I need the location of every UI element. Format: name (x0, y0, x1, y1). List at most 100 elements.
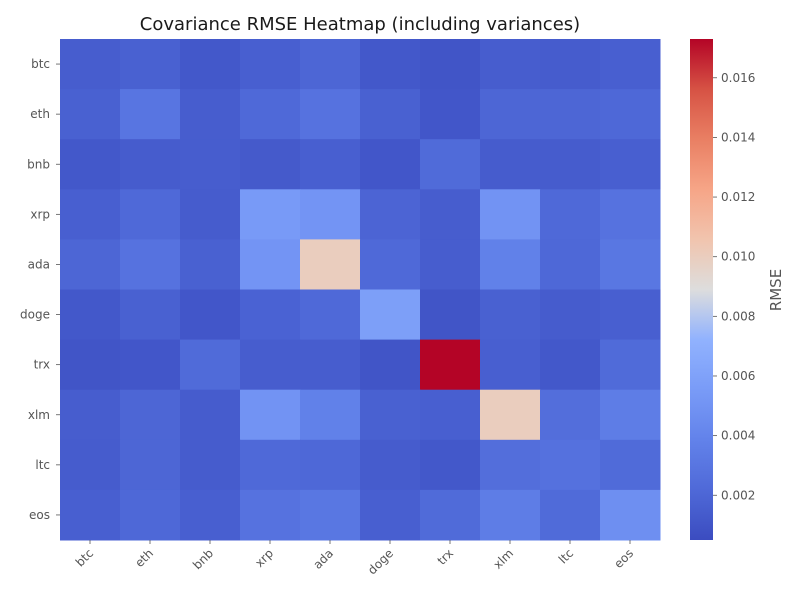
heatmap-cell-doge-btc (60, 289, 121, 341)
colorbar-tick-label: 0.014 (721, 130, 755, 144)
heatmap-cell-xrp-doge (360, 189, 421, 240)
heatmap-cell-trx-eos (600, 339, 661, 391)
heatmap-cell-eos-ada (300, 489, 361, 541)
row-tick-label: ada (28, 257, 50, 271)
heatmap-cell-btc-xrp (240, 39, 301, 90)
heatmap-cell-trx-bnb (180, 339, 241, 391)
heatmap-cell-ltc-trx (420, 439, 481, 491)
heatmap-cell-xrp-eth (120, 189, 181, 240)
colorbar-tick-label: 0.004 (721, 429, 755, 443)
heatmap-cells (60, 39, 661, 541)
heatmap-cell-doge-ada (300, 289, 361, 341)
heatmap-cell-ada-ltc (540, 239, 601, 290)
colorbar-ticks: 0.002 0.004 0.006 0.008 0.010 0.012 0.014 0.016 (713, 71, 755, 502)
heatmap-cell-trx-doge (360, 339, 421, 391)
heatmap-cell-ltc-doge (360, 439, 421, 491)
heatmap-cell-xlm-xlm (480, 389, 541, 441)
heatmap-cell-doge-bnb (180, 289, 241, 341)
heatmap-cell-trx-trx (420, 339, 481, 391)
heatmap-cell-eos-eth (120, 489, 181, 541)
chart-title: Covariance RMSE Heatmap (including varia… (140, 14, 580, 35)
heatmap-cell-ada-eos (600, 239, 661, 290)
heatmap-cell-ada-trx (420, 239, 481, 290)
heatmap-cell-trx-xlm (480, 339, 541, 391)
row-tick-label: eos (29, 508, 50, 522)
heatmap-cell-doge-ltc (540, 289, 601, 341)
row-tick-label: bnb (27, 157, 50, 171)
heatmap-cell-eos-bnb (180, 489, 241, 541)
heatmap-cell-ada-btc (60, 239, 121, 290)
heatmap-cell-btc-btc (60, 39, 121, 90)
heatmap-cell-doge-xlm (480, 289, 541, 341)
heatmap-cell-doge-doge (360, 289, 421, 341)
heatmap-cell-eos-trx (420, 489, 481, 541)
heatmap-cell-doge-eth (120, 289, 181, 341)
heatmap-cell-bnb-xrp (240, 139, 301, 190)
heatmap-cell-xrp-bnb (180, 189, 241, 240)
colorbar-tick-label: 0.008 (721, 309, 755, 323)
heatmap-cell-bnb-btc (60, 139, 121, 190)
row-tick-label: trx (34, 358, 50, 372)
colorbar-tick-label: 0.010 (721, 250, 755, 264)
heatmap-cell-eth-eos (600, 89, 661, 140)
heatmap-cell-btc-xlm (480, 39, 541, 90)
heatmap-cell-ltc-xrp (240, 439, 301, 491)
heatmap-cell-xrp-xrp (240, 189, 301, 240)
heatmap-cell-eos-doge (360, 489, 421, 541)
heatmap-cell-eth-xlm (480, 89, 541, 140)
column-tick-label: eos (611, 546, 636, 571)
column-tick-label: trx (435, 546, 457, 568)
heatmap-cell-xlm-eth (120, 389, 181, 441)
heatmap-cell-eos-btc (60, 489, 121, 541)
heatmap-cell-ltc-eth (120, 439, 181, 491)
heatmap-cell-btc-doge (360, 39, 421, 90)
heatmap-cell-btc-ada (300, 39, 361, 90)
column-tick-label: ada (310, 546, 336, 572)
heatmap-cell-xrp-eos (600, 189, 661, 240)
heatmap-cell-xlm-trx (420, 389, 481, 441)
heatmap-cell-bnb-trx (420, 139, 481, 190)
heatmap-cell-doge-xrp (240, 289, 301, 341)
heatmap-cell-xrp-ltc (540, 189, 601, 240)
heatmap-cell-eth-btc (60, 89, 121, 140)
column-tick-label: doge (365, 546, 396, 577)
column-tick-label: xrp (252, 546, 276, 570)
heatmap-cell-ltc-bnb (180, 439, 241, 491)
heatmap-cell-xrp-btc (60, 189, 121, 240)
heatmap-cell-eth-ltc (540, 89, 601, 140)
row-tick-label: eth (30, 107, 50, 121)
heatmap-cell-xrp-trx (420, 189, 481, 240)
heatmap-cell-eos-eos (600, 489, 661, 541)
heatmap-cell-btc-ltc (540, 39, 601, 90)
heatmap-cell-eos-xlm (480, 489, 541, 541)
heatmap-cell-doge-eos (600, 289, 661, 341)
heatmap-cell-ltc-xlm (480, 439, 541, 491)
heatmap-cell-trx-xrp (240, 339, 301, 391)
row-tick-label: btc (31, 57, 50, 71)
colorbar-label: RMSE (767, 269, 785, 311)
colorbar: 0.002 0.004 0.006 0.008 0.010 0.012 0.014 0.016… (690, 39, 785, 540)
heatmap-cell-ltc-ltc (540, 439, 601, 491)
column-tick-labels: btc eth bnb xrp ada doge trx xlm ltc eos (73, 540, 636, 577)
heatmap-cell-xlm-eos (600, 389, 661, 441)
heatmap-cell-eth-eth (120, 89, 181, 140)
row-tick-label: xrp (30, 207, 50, 221)
heatmap-cell-btc-eth (120, 39, 181, 90)
row-tick-label: xlm (28, 408, 50, 422)
column-tick-label: eth (132, 546, 156, 570)
heatmap-cell-trx-ada (300, 339, 361, 391)
heatmap-cell-ada-eth (120, 239, 181, 290)
column-tick-label: btc (73, 546, 96, 569)
heatmap-cell-bnb-xlm (480, 139, 541, 190)
column-tick-label: ltc (556, 546, 576, 566)
heatmap-cell-eth-xrp (240, 89, 301, 140)
column-tick-label: bnb (190, 546, 216, 572)
heatmap-cell-xlm-xrp (240, 389, 301, 441)
heatmap-cell-xlm-btc (60, 389, 121, 441)
heatmap-cell-xlm-bnb (180, 389, 241, 441)
heatmap-cell-ltc-ada (300, 439, 361, 491)
column-tick-label: xlm (491, 546, 517, 572)
heatmap-cell-bnb-eos (600, 139, 661, 190)
